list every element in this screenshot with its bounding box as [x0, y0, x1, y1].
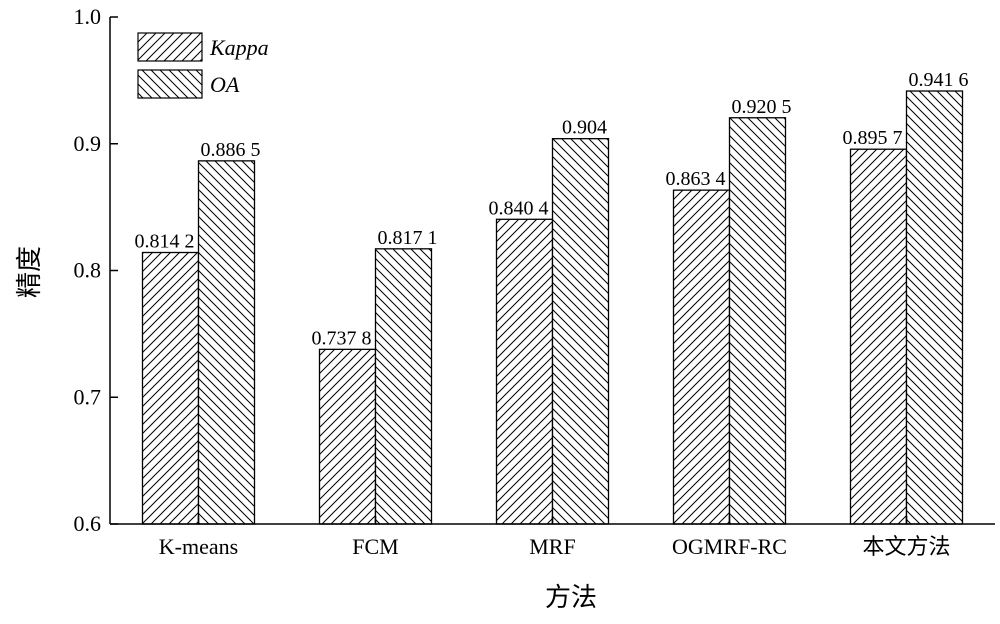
x-axis-title: 方法: [545, 583, 597, 613]
data-label-kappa-4: 0.895 7: [843, 127, 903, 149]
y-tick-label: 0.9: [74, 131, 102, 156]
bar-kappa-0: [141, 251, 200, 525]
y-axis-title: 精度: [15, 246, 45, 298]
bar-kappa-1: [318, 348, 377, 525]
y-tick-label: 0.8: [74, 258, 102, 283]
legend-label-oa: OA: [210, 72, 240, 97]
y-tick-label: 1.0: [74, 4, 102, 29]
y-tick-label: 0.6: [74, 511, 102, 536]
bar-oa-1: [374, 248, 433, 525]
bar-oa-4: [905, 90, 964, 525]
legend-swatch-kappa: [137, 32, 203, 62]
x-category-label: MRF: [529, 534, 575, 559]
data-label-oa-4: 0.941 6: [909, 69, 969, 91]
data-labels-group: 0.814 2 0.737 8 0.840 4 0.863 4 0.895 7 0.886…: [135, 69, 969, 349]
x-category-label: 本文方法: [862, 534, 950, 559]
bar-kappa-3: [672, 189, 731, 525]
data-label-oa-1: 0.817 1: [378, 227, 438, 249]
data-label-kappa-0: 0.814 2: [135, 231, 195, 253]
legend: Kappa OA: [137, 32, 269, 99]
data-label-kappa-1: 0.737 8: [312, 327, 372, 349]
data-label-oa-3: 0.920 5: [732, 96, 792, 118]
y-tick-label: 0.7: [74, 384, 102, 409]
data-label-oa-0: 0.886 5: [201, 139, 261, 161]
y-ticks-group: 0.6 0.7 0.8 0.9 1.0: [74, 4, 118, 536]
bar-oa-3: [728, 117, 787, 525]
bar-oa-0: [197, 160, 256, 525]
bar-kappa-2: [495, 218, 554, 525]
x-ticks-group: K-means FCM MRF OGMRF-RC 本文方法: [159, 516, 951, 559]
bar-kappa-4: [849, 148, 908, 525]
x-category-label: FCM: [352, 534, 398, 559]
bars-group: [141, 90, 964, 525]
legend-swatch-oa: [137, 69, 203, 99]
x-category-label: OGMRF-RC: [672, 534, 787, 559]
data-label-oa-2: 0.904: [562, 117, 607, 139]
bar-oa-2: [551, 138, 610, 525]
legend-label-kappa: Kappa: [209, 35, 269, 60]
data-label-kappa-2: 0.840 4: [489, 197, 549, 219]
x-category-label: K-means: [159, 534, 238, 559]
data-label-kappa-3: 0.863 4: [666, 168, 726, 190]
